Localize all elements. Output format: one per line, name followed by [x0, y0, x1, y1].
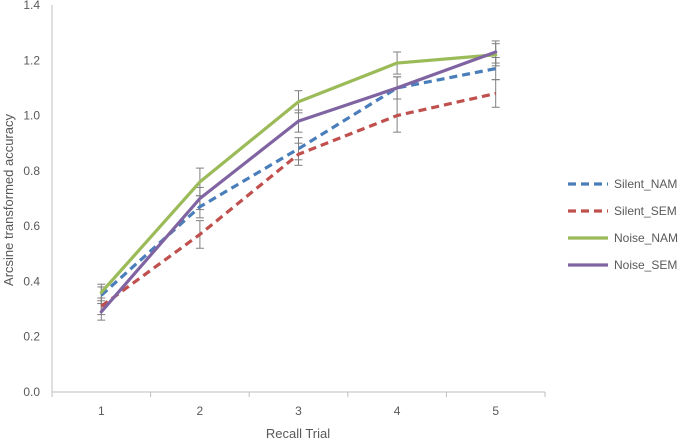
series-lines: [99, 50, 498, 314]
y-axis-title: Arcsine transformed accuracy: [1, 114, 16, 286]
x-tick-label: 5: [492, 404, 499, 418]
y-tick-label: 0.6: [23, 219, 40, 233]
y-tick-label: 0.8: [23, 164, 40, 178]
y-tick-label: 1.4: [23, 0, 40, 12]
legend-label: Noise_NAM: [614, 231, 678, 245]
y-tick-label: 0.4: [23, 274, 40, 288]
y-tick-label: 1.0: [23, 109, 40, 123]
x-axis-ticks: 1 2 3 4 5: [51, 392, 546, 418]
y-axis-ticks: 0.0 0.2 0.4 0.6 0.8 1.0 1.2 1.4: [23, 0, 40, 399]
x-tick-label: 3: [295, 404, 302, 418]
x-tick-label: 1: [98, 404, 105, 418]
legend-label: Silent_SEM: [614, 204, 677, 218]
series-line-silent-nam: [100, 67, 497, 297]
legend-label: Noise_SEM: [614, 258, 677, 272]
legend-label: Silent_NAM: [614, 177, 677, 191]
series-line-noise-sem: [99, 50, 498, 314]
series-line-silent-sem: [100, 91, 497, 308]
x-axis-title: Recall Trial: [266, 426, 330, 440]
y-tick-label: 0.0: [23, 385, 40, 399]
series-line-noise-nam: [99, 53, 498, 295]
y-tick-label: 0.2: [23, 330, 40, 344]
legend: Silent_NAM Silent_SEM Noise_NAM Noise_SEM: [568, 177, 678, 272]
y-tick-label: 1.2: [23, 53, 40, 67]
error-bars: [97, 40, 500, 321]
x-tick-label: 2: [197, 404, 204, 418]
x-tick-label: 4: [394, 404, 401, 418]
